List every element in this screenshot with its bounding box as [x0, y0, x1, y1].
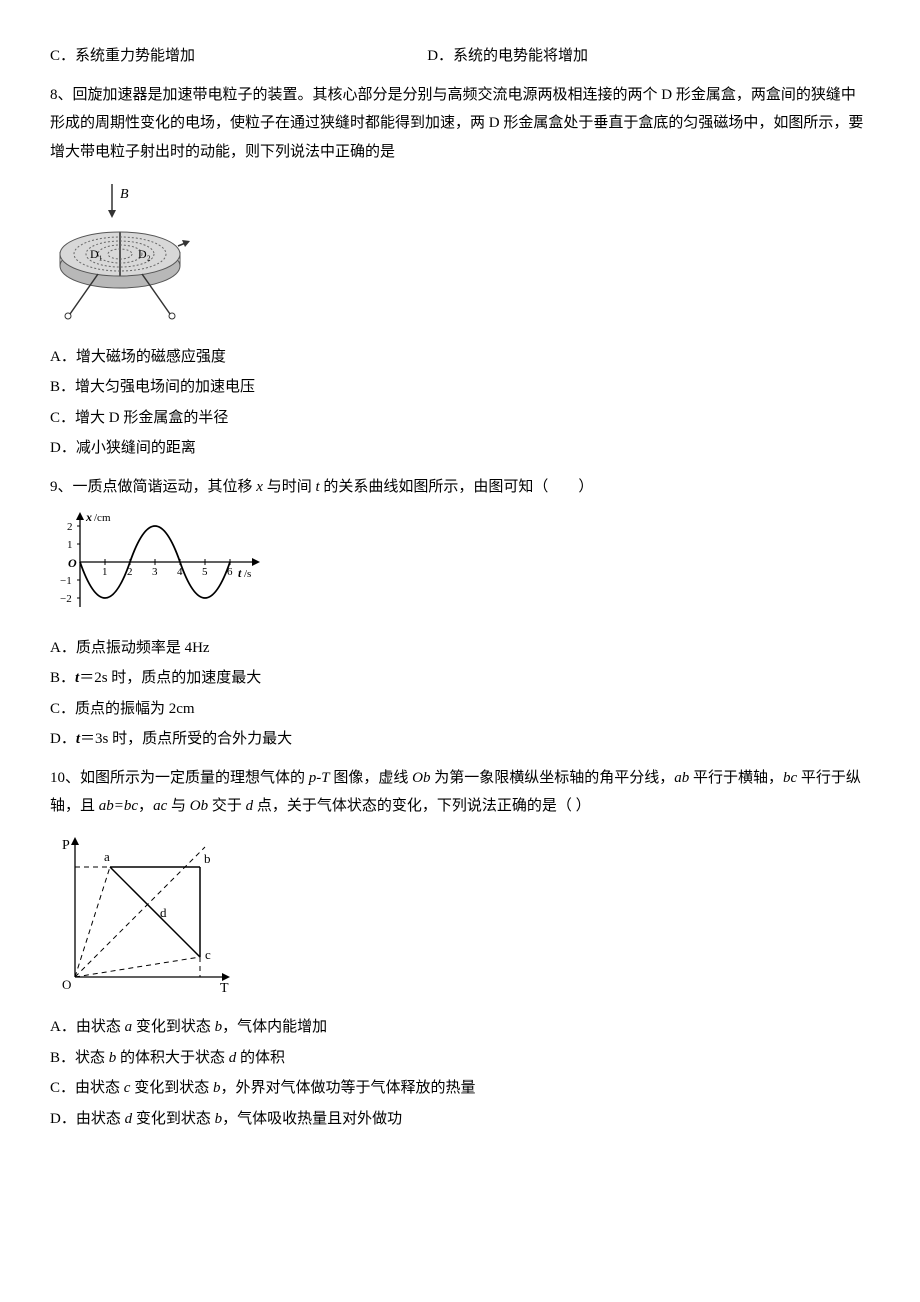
- q10-a-a: a: [125, 1019, 133, 1035]
- svg-text:−2: −2: [60, 593, 72, 605]
- q10-d-d: d: [125, 1111, 133, 1127]
- q10-s9: 点，关于气体状态的变化，下列说法正确的是（ ）: [253, 798, 591, 814]
- q10-stem: 10、如图所示为一定质量的理想气体的 p-T 图像，虚线 Ob 为第一象限横纵坐…: [50, 764, 870, 821]
- svg-text:D₂: D₂: [138, 247, 151, 261]
- q10-ac: ac: [153, 798, 167, 814]
- q10-b-post: 的体积: [236, 1050, 285, 1066]
- q10-s4: 平行于横轴，: [689, 770, 783, 786]
- q10-bc: bc: [783, 770, 797, 786]
- q9-b-post: ＝2s 时，质点的加速度最大: [79, 670, 261, 686]
- q8-option-a: A．增大磁场的磁感应强度: [50, 343, 870, 372]
- svg-text:5: 5: [202, 566, 208, 578]
- q10: 10、如图所示为一定质量的理想气体的 p-T 图像，虚线 Ob 为第一象限横纵坐…: [50, 764, 870, 1134]
- q8-stem: 8、回旋加速器是加速带电粒子的装置。其核心部分是分别与高频交流电源两极相连接的两…: [50, 81, 870, 167]
- svg-text:O: O: [62, 977, 71, 992]
- q9-b-pre: B．: [50, 670, 75, 686]
- q10-b-pre: B．状态: [50, 1050, 109, 1066]
- svg-text:2: 2: [67, 521, 73, 533]
- q10-Ob2: Ob: [190, 798, 208, 814]
- q10-option-a: A．由状态 a 变化到状态 b，气体内能增加: [50, 1013, 870, 1042]
- svg-text:t: t: [238, 566, 242, 580]
- q9-d-pre: D．: [50, 731, 76, 747]
- q10-c-pre: C．由状态: [50, 1080, 124, 1096]
- q10-a-b: b: [215, 1019, 223, 1035]
- q9-option-b: B．t＝2s 时，质点的加速度最大: [50, 664, 870, 693]
- q8-option-c: C．增大 D 形金属盒的半径: [50, 404, 870, 433]
- svg-text:B: B: [120, 187, 129, 202]
- q10-eq: ab=bc: [99, 798, 138, 814]
- q10-s8: 交于: [208, 798, 246, 814]
- svg-text:P: P: [62, 838, 70, 853]
- q9-option-a: A．质点振动频率是 4Hz: [50, 634, 870, 663]
- svg-text:d: d: [160, 905, 167, 920]
- svg-text:/s: /s: [244, 568, 251, 580]
- svg-text:D₁: D₁: [90, 247, 103, 261]
- q8-figure-cyclotron: B D₁ D₂: [50, 174, 870, 335]
- q9-option-d: D．t＝3s 时，质点所受的合外力最大: [50, 725, 870, 754]
- q10-s1: 10、如图所示为一定质量的理想气体的: [50, 770, 309, 786]
- q10-Ob1: Ob: [412, 770, 430, 786]
- q8-option-b: B．增大匀强电场间的加速电压: [50, 373, 870, 402]
- q10-s6: ，: [138, 798, 153, 814]
- q10-c-post: ，外界对气体做功等于气体释放的热量: [220, 1080, 475, 1096]
- q9-mid1: 与时间: [263, 479, 316, 495]
- svg-text:O: O: [68, 556, 77, 570]
- q10-d-b: b: [215, 1111, 223, 1127]
- q10-s2: 图像，虚线: [330, 770, 413, 786]
- q8-option-d: D．减小狭缝间的距离: [50, 434, 870, 463]
- q9-var-x: x: [256, 479, 263, 495]
- q10-a-mid: 变化到状态: [132, 1019, 215, 1035]
- q10-s7: 与: [167, 798, 190, 814]
- q9-stem-pre: 9、一质点做简谐运动，其位移: [50, 479, 256, 495]
- svg-text:1: 1: [102, 566, 108, 578]
- q8: 8、回旋加速器是加速带电粒子的装置。其核心部分是分别与高频交流电源两极相连接的两…: [50, 81, 870, 463]
- q9-figure-sine: 1 2 −1 −2 1 2 3 4 5 6 x /cm t /s O: [50, 507, 870, 628]
- svg-text:−1: −1: [60, 575, 72, 587]
- q9-stem: 9、一质点做简谐运动，其位移 x 与时间 t 的关系曲线如图所示，由图可知（ ）: [50, 473, 870, 502]
- q10-option-d: D．由状态 d 变化到状态 b，气体吸收热量且对外做功: [50, 1105, 870, 1134]
- svg-text:x: x: [85, 510, 92, 524]
- q7-option-d: D．系统的电势能将增加: [427, 42, 870, 71]
- q7-options-row: C．系统重力势能增加 D．系统的电势能将增加: [50, 42, 870, 71]
- svg-text:c: c: [205, 947, 211, 962]
- svg-text:T: T: [220, 981, 229, 996]
- q10-d-pre: D．由状态: [50, 1111, 125, 1127]
- q10-pT: p-T: [309, 770, 330, 786]
- q10-option-b: B．状态 b 的体积大于状态 d 的体积: [50, 1044, 870, 1073]
- q9-d-post: ＝3s 时，质点所受的合外力最大: [80, 731, 292, 747]
- q10-figure-pt: P T O a b c d: [50, 827, 870, 1008]
- q10-d-mid: 变化到状态: [132, 1111, 215, 1127]
- q10-b-mid: 的体积大于状态: [116, 1050, 229, 1066]
- svg-text:3: 3: [152, 566, 158, 578]
- q10-ab: ab: [674, 770, 689, 786]
- svg-text:1: 1: [67, 539, 73, 551]
- q7-option-c: C．系统重力势能增加: [50, 42, 427, 71]
- svg-text:/cm: /cm: [94, 512, 111, 524]
- q10-d-post: ，气体吸收热量且对外做功: [222, 1111, 402, 1127]
- q10-a-post: ，气体内能增加: [222, 1019, 327, 1035]
- q10-d: d: [246, 798, 254, 814]
- q10-a-pre: A．由状态: [50, 1019, 125, 1035]
- q10-option-c: C．由状态 c 变化到状态 b，外界对气体做功等于气体释放的热量: [50, 1074, 870, 1103]
- q9-option-c: C．质点的振幅为 2cm: [50, 695, 870, 724]
- q9-stem-post: 的关系曲线如图所示，由图可知（ ）: [320, 479, 594, 495]
- svg-text:a: a: [104, 849, 110, 864]
- q10-s3: 为第一象限横纵坐标轴的角平分线，: [430, 770, 674, 786]
- q9: 9、一质点做简谐运动，其位移 x 与时间 t 的关系曲线如图所示，由图可知（ ）…: [50, 473, 870, 754]
- svg-text:b: b: [204, 851, 211, 866]
- q10-c-mid: 变化到状态: [130, 1080, 213, 1096]
